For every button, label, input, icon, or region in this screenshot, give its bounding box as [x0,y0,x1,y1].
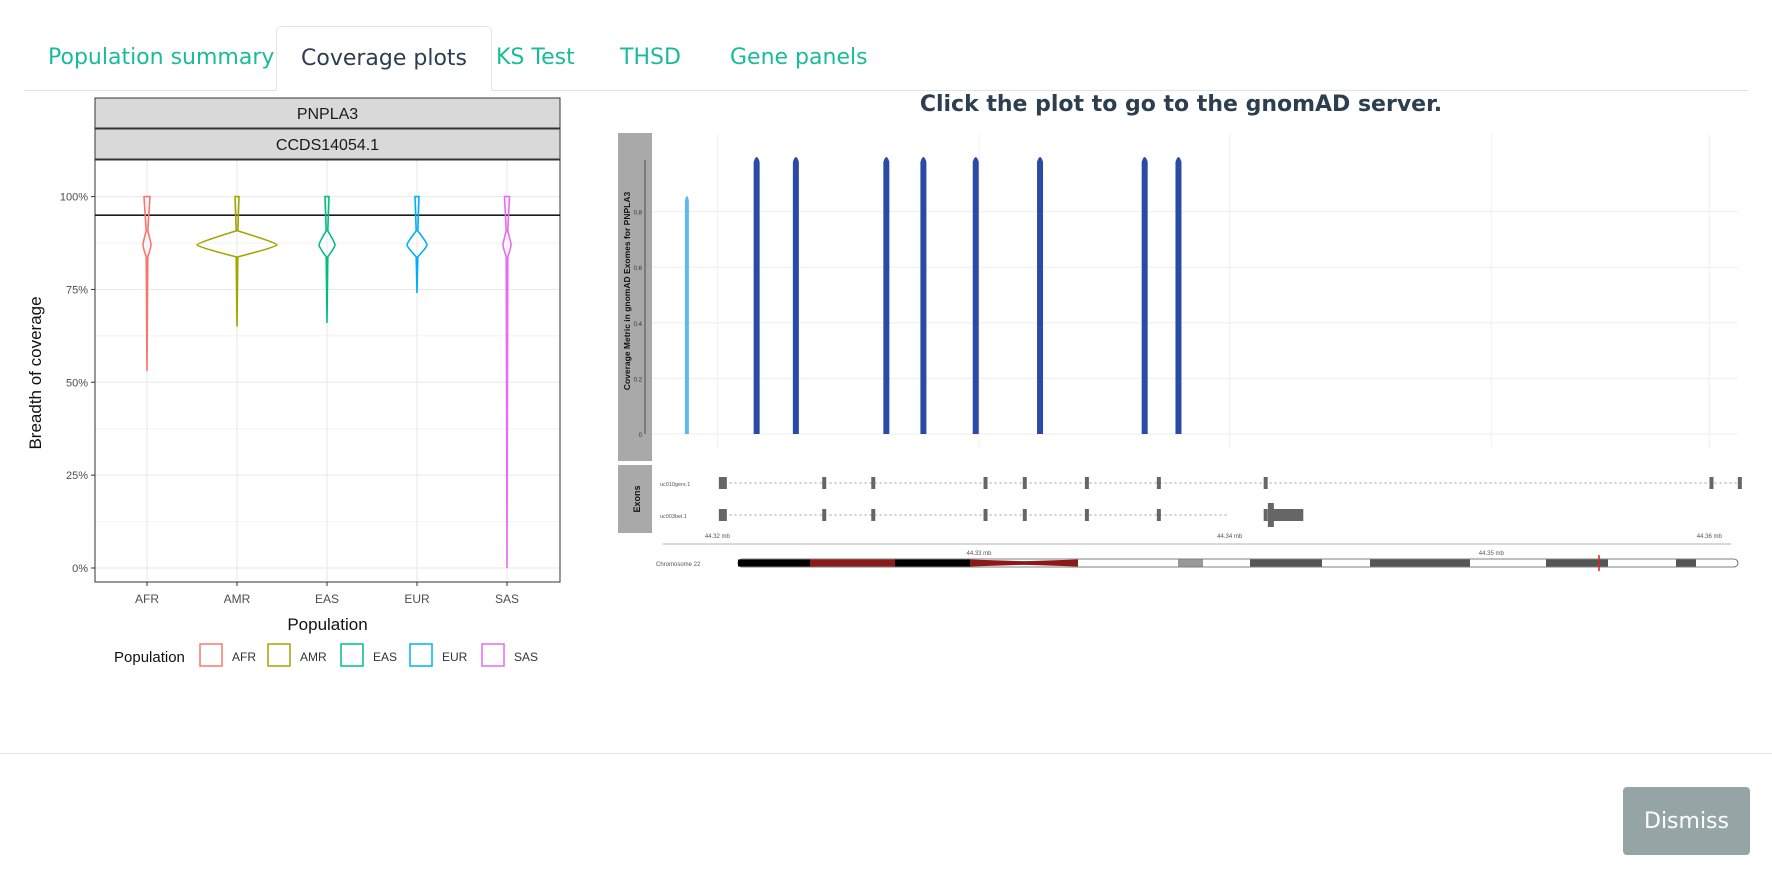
legend-key-sas [481,643,505,667]
coverage-peak [753,157,760,434]
coverage-peak [972,157,979,434]
coverage-track-label-bg [618,133,652,461]
exon-block [1156,477,1161,489]
exon-block [1084,509,1089,521]
chromosome-band [1370,559,1470,567]
x-tick-label: EUR [404,592,430,606]
chromosome-band [810,559,895,567]
facet-strip-gene [94,97,561,129]
exon-block [1709,477,1714,489]
chromosome-band [1250,559,1322,567]
exon-block [1737,477,1742,489]
y-axis-title: Breadth of coverage [26,296,45,449]
exon-block [1084,477,1089,489]
centromere [970,559,1078,567]
exon-block [1156,509,1161,521]
coverage-peak [920,157,927,434]
facet-label-transcript: CCDS14054.1 [276,137,379,154]
x-axis-title: Population [287,615,367,634]
chromosome-label: Chromosome 22 [656,562,701,568]
exon-block [718,509,727,521]
legend-label-sas: SAS [514,650,538,664]
transcript-label: uc003bei.1 [660,514,687,520]
tab-population-summary[interactable]: Population summary [48,45,275,70]
facet-strip-transcript [94,128,561,160]
coverage-y-tick-label: 0.6 [634,266,643,272]
y-tick-label: 75% [66,284,88,296]
chromosome-band [738,559,810,567]
coverage-peak [883,157,890,434]
plot-border [94,159,561,583]
coverage-peak [792,157,799,434]
exon-block [871,477,876,489]
gnomad-plot-title: Click the plot to go to the gnomAD serve… [919,92,1443,117]
transcript-label: uc010gers.1 [660,482,690,488]
coverage-peak [1141,157,1148,434]
chromosome-band [895,559,970,567]
dismiss-button[interactable]: Dismiss [1623,787,1750,855]
y-tick-label: 50% [66,377,88,389]
exon-block [871,509,876,521]
exon-block [1022,477,1027,489]
violin-sas [502,195,512,569]
exon-block [822,477,827,489]
legend-label-eas: EAS [373,650,397,664]
utr-block [1273,509,1304,521]
x-tick-label: SAS [495,592,519,606]
y-tick-label: 0% [72,563,88,575]
genome-axis-label: 44.35 mb [1479,551,1505,557]
x-tick-label: AFR [135,592,159,606]
exon-block [1022,509,1027,521]
coverage-y-tick-label: 0.2 [634,377,643,383]
genome-axis-label: 44.33 mb [966,551,992,557]
tab-coverage-plots[interactable]: Coverage plots [276,26,493,91]
facet-label-gene: PNPLA3 [297,106,358,123]
genome-axis-label: 44.32 mb [705,534,731,540]
tab-thsd[interactable]: THSD [620,45,681,70]
violin-eas [318,195,336,323]
legend-title: Population [114,649,185,666]
coverage-peak [1175,157,1182,434]
exon-block [1267,503,1274,527]
legend-label-eur: EUR [442,650,468,664]
breadth-coverage-plot: PNPLA3 CCDS14054.1 0% 25% 50% 75% 100% AFR AMR EA… [24,92,582,692]
x-tick-label: AMR [224,592,251,606]
exon-block [718,477,727,489]
legend-label-afr: AFR [232,650,256,664]
legend-key-eas [340,643,364,667]
exon-track-title: Exons [632,485,642,512]
coverage-peak [684,195,689,434]
y-tick-label: 25% [66,470,88,482]
x-tick-label: EAS [315,592,339,606]
gnomad-coverage-plot[interactable]: 0 0.2 0.4 0.6 0.8 Coverage Metric in gnomAD E… [618,128,1742,594]
exon-block [1263,477,1268,489]
coverage-y-tick-label: 0.8 [634,211,643,217]
coverage-peak [1037,157,1044,434]
genome-axis-label: 44.36 mb [1697,534,1723,540]
exon-block [983,477,988,489]
chromosome-band [1178,559,1203,567]
exon-block [1263,509,1268,521]
violin-amr [196,195,278,327]
exon-block [822,509,827,521]
tab-ks-test[interactable]: KS Test [496,45,575,70]
legend-key-amr [267,643,291,667]
chromosome-band [1546,559,1608,567]
exon-block [983,509,988,521]
chromosome-band [1676,559,1696,567]
genome-axis-label: 44.34 mb [1217,534,1243,540]
violin-eur [406,195,428,294]
legend-key-eur [409,643,433,667]
tab-bar: Population summary Coverage plots KS Tes… [24,26,1748,91]
modal-footer-divider [0,753,1772,754]
y-tick-label: 100% [60,192,88,204]
coverage-y-tick-label: 0 [639,433,643,439]
exon-track-label-bg [618,465,652,533]
coverage-y-tick-label: 0.4 [634,322,643,328]
violin-afr [142,195,152,372]
legend-label-amr: AMR [300,650,327,664]
legend-key-afr [199,643,223,667]
tab-gene-panels[interactable]: Gene panels [730,45,868,70]
coverage-y-axis-title: Coverage Metric in gnomAD Exomes for PNP… [622,192,632,391]
